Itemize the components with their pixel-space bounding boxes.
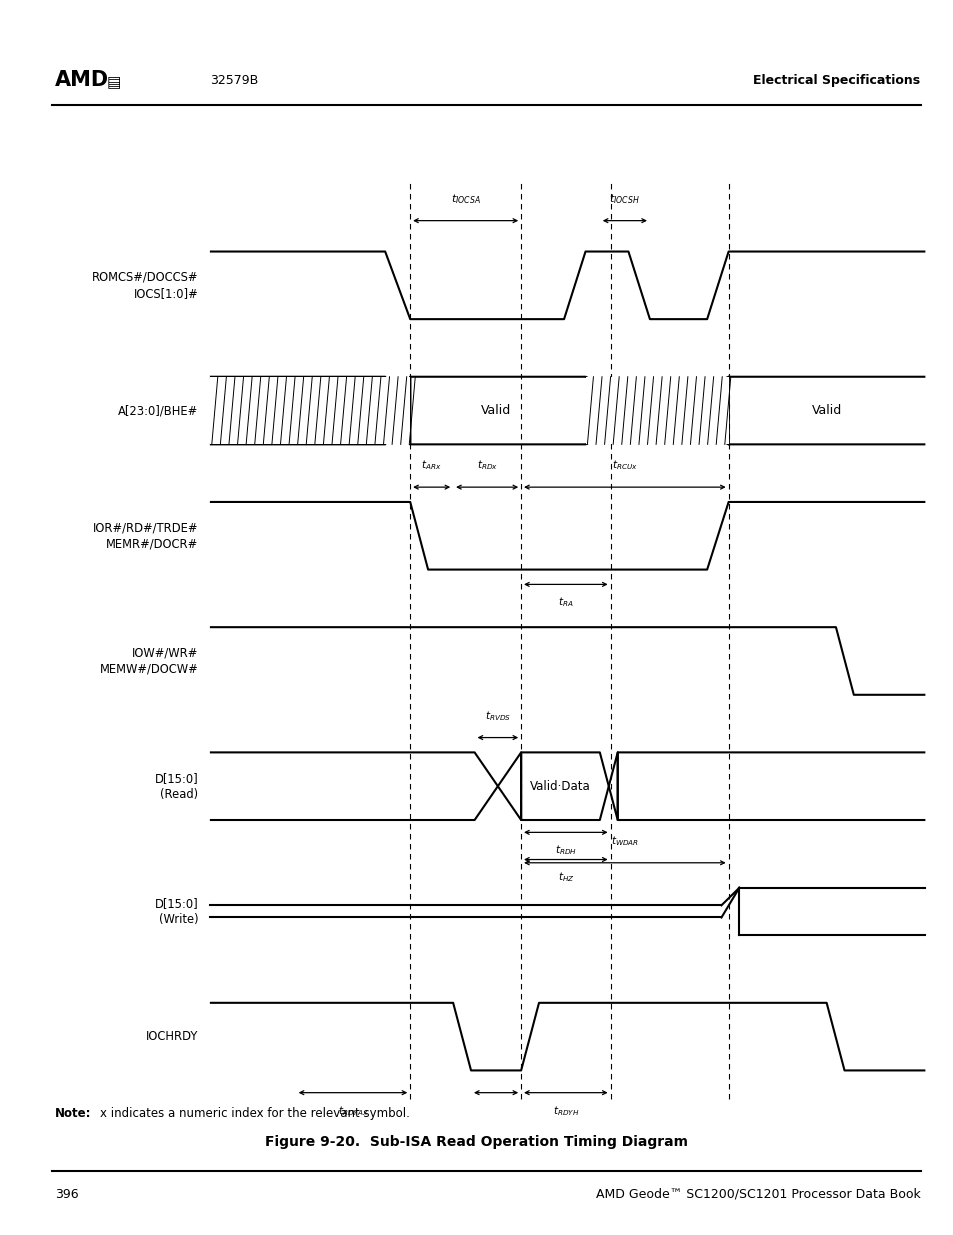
Text: Valid·Data: Valid·Data [530,779,590,793]
Text: $t_{RDYH}$: $t_{RDYH}$ [552,1104,578,1118]
Text: Figure 9-20.  Sub-ISA Read Operation Timing Diagram: Figure 9-20. Sub-ISA Read Operation Timi… [265,1135,688,1150]
Text: 32579B: 32579B [210,74,258,86]
Text: IOW#/WR#
MEMW#/DOCW#: IOW#/WR# MEMW#/DOCW# [99,646,198,676]
Text: Electrical Specifications: Electrical Specifications [753,74,920,86]
Text: ▤: ▤ [107,75,121,90]
Text: ROMCS#/DOCCS#
IOCS[1:0]#: ROMCS#/DOCCS# IOCS[1:0]# [91,270,198,300]
Text: Valid: Valid [480,404,511,417]
Text: IOCHRDY: IOCHRDY [146,1030,198,1044]
Text: $t_{RDx}$: $t_{RDx}$ [476,458,497,472]
Bar [585,377,728,445]
Text: 396: 396 [55,1188,79,1200]
Text: A[23:0]/BHE#: A[23:0]/BHE# [118,404,198,417]
Text: $t_{RDH}$: $t_{RDH}$ [555,844,577,857]
Text: Note:: Note: [55,1108,91,1120]
Text: $t_{HZ}$: $t_{HZ}$ [557,871,574,884]
Text: AMD Geode™ SC1200/SC1201 Processor Data Book: AMD Geode™ SC1200/SC1201 Processor Data … [596,1188,920,1200]
Text: $t_{RDYAx}$: $t_{RDYAx}$ [337,1104,368,1118]
Text: $t_{WDAR}$: $t_{WDAR}$ [610,834,639,848]
Text: $t_{IOCSH}$: $t_{IOCSH}$ [609,191,639,206]
Text: Valid: Valid [811,404,841,417]
Text: $t_{RVDS}$: $t_{RVDS}$ [484,709,511,722]
Text: $t_{ARx}$: $t_{ARx}$ [421,458,441,472]
Text: IOR#/RD#/TRDE#
MEMR#/DOCR#: IOR#/RD#/TRDE# MEMR#/DOCR# [92,521,198,551]
Text: AMD: AMD [55,70,110,90]
Bar [210,377,410,445]
Text: $t_{IOCSA}$: $t_{IOCSA}$ [450,191,480,206]
Text: $t_{RA}$: $t_{RA}$ [558,595,573,609]
Text: D[15:0]
(Read): D[15:0] (Read) [154,772,198,800]
Text: D[15:0]
(Write): D[15:0] (Write) [154,897,198,926]
Text: $t_{RCUx}$: $t_{RCUx}$ [611,458,638,472]
Text: x indicates a numeric index for the relevant symbol.: x indicates a numeric index for the rele… [100,1108,410,1120]
